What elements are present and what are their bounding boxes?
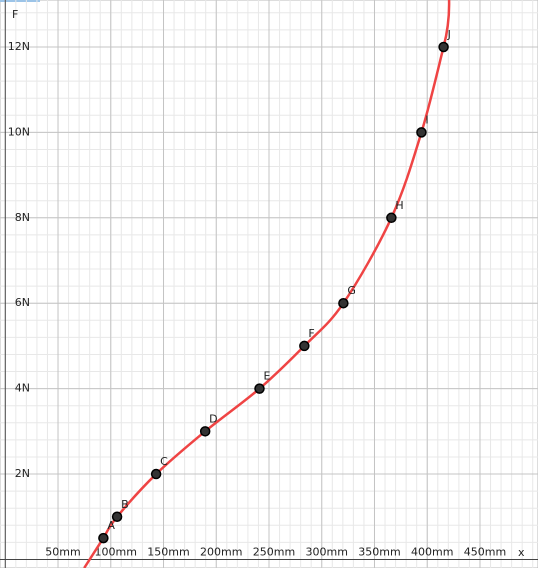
y-tick-label: 2N	[15, 467, 30, 480]
curve	[102, 46, 445, 539]
x-tick-label: 200mm	[200, 545, 242, 558]
point-label: A	[107, 519, 115, 532]
y-tick-label: 12N	[8, 40, 30, 53]
point-label: G	[347, 284, 356, 297]
x-tick-label: 150mm	[147, 545, 189, 558]
point	[416, 127, 427, 138]
point-label: C	[160, 455, 168, 468]
y-tick-label: 4N	[15, 382, 30, 395]
point-label: H	[395, 199, 403, 212]
y-tick-label: 10N	[8, 125, 30, 138]
point-label: E	[264, 370, 271, 383]
x-tick-label: 50mm	[45, 545, 80, 558]
point	[98, 532, 109, 544]
point-label: F	[308, 327, 314, 340]
point	[438, 41, 449, 53]
x-tick-label: 300mm	[306, 545, 348, 558]
point-label: B	[121, 498, 129, 511]
x-tick-label: 350mm	[358, 545, 400, 558]
point-label: I	[425, 113, 428, 126]
x-tick-label: 250mm	[253, 545, 295, 558]
point	[386, 212, 397, 224]
x-tick-label: 450mm	[464, 545, 506, 558]
curve-extension	[83, 537, 105, 568]
point	[150, 468, 162, 480]
y-axis-label: F	[12, 8, 18, 21]
point	[111, 511, 123, 523]
x-tick-label: 400mm	[411, 545, 453, 558]
point	[199, 426, 211, 437]
plot: 50mm 100mm 150mm 200mm 250mm 300mm 350mm 400mm 4…	[8, 0, 506, 568]
point-label: D	[209, 412, 217, 425]
point	[338, 297, 349, 309]
x-axis-label: x	[518, 546, 525, 559]
point	[254, 383, 265, 394]
y-tick-label: 8N	[15, 211, 30, 224]
point-label: J	[447, 28, 451, 41]
y-tick-label: 6N	[15, 296, 30, 309]
x-tick-label: 100mm	[95, 545, 137, 558]
point	[299, 340, 310, 352]
